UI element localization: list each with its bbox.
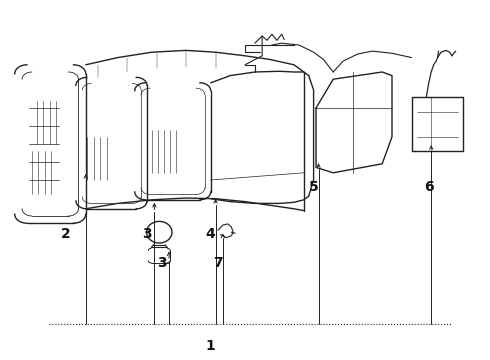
Text: 3: 3 <box>157 256 167 270</box>
Text: 5: 5 <box>309 180 318 194</box>
Text: 3: 3 <box>142 227 152 241</box>
Text: 4: 4 <box>206 227 216 241</box>
Text: 7: 7 <box>213 256 223 270</box>
Text: 6: 6 <box>424 180 434 194</box>
Text: 2: 2 <box>61 227 71 241</box>
Text: 1: 1 <box>206 339 216 353</box>
